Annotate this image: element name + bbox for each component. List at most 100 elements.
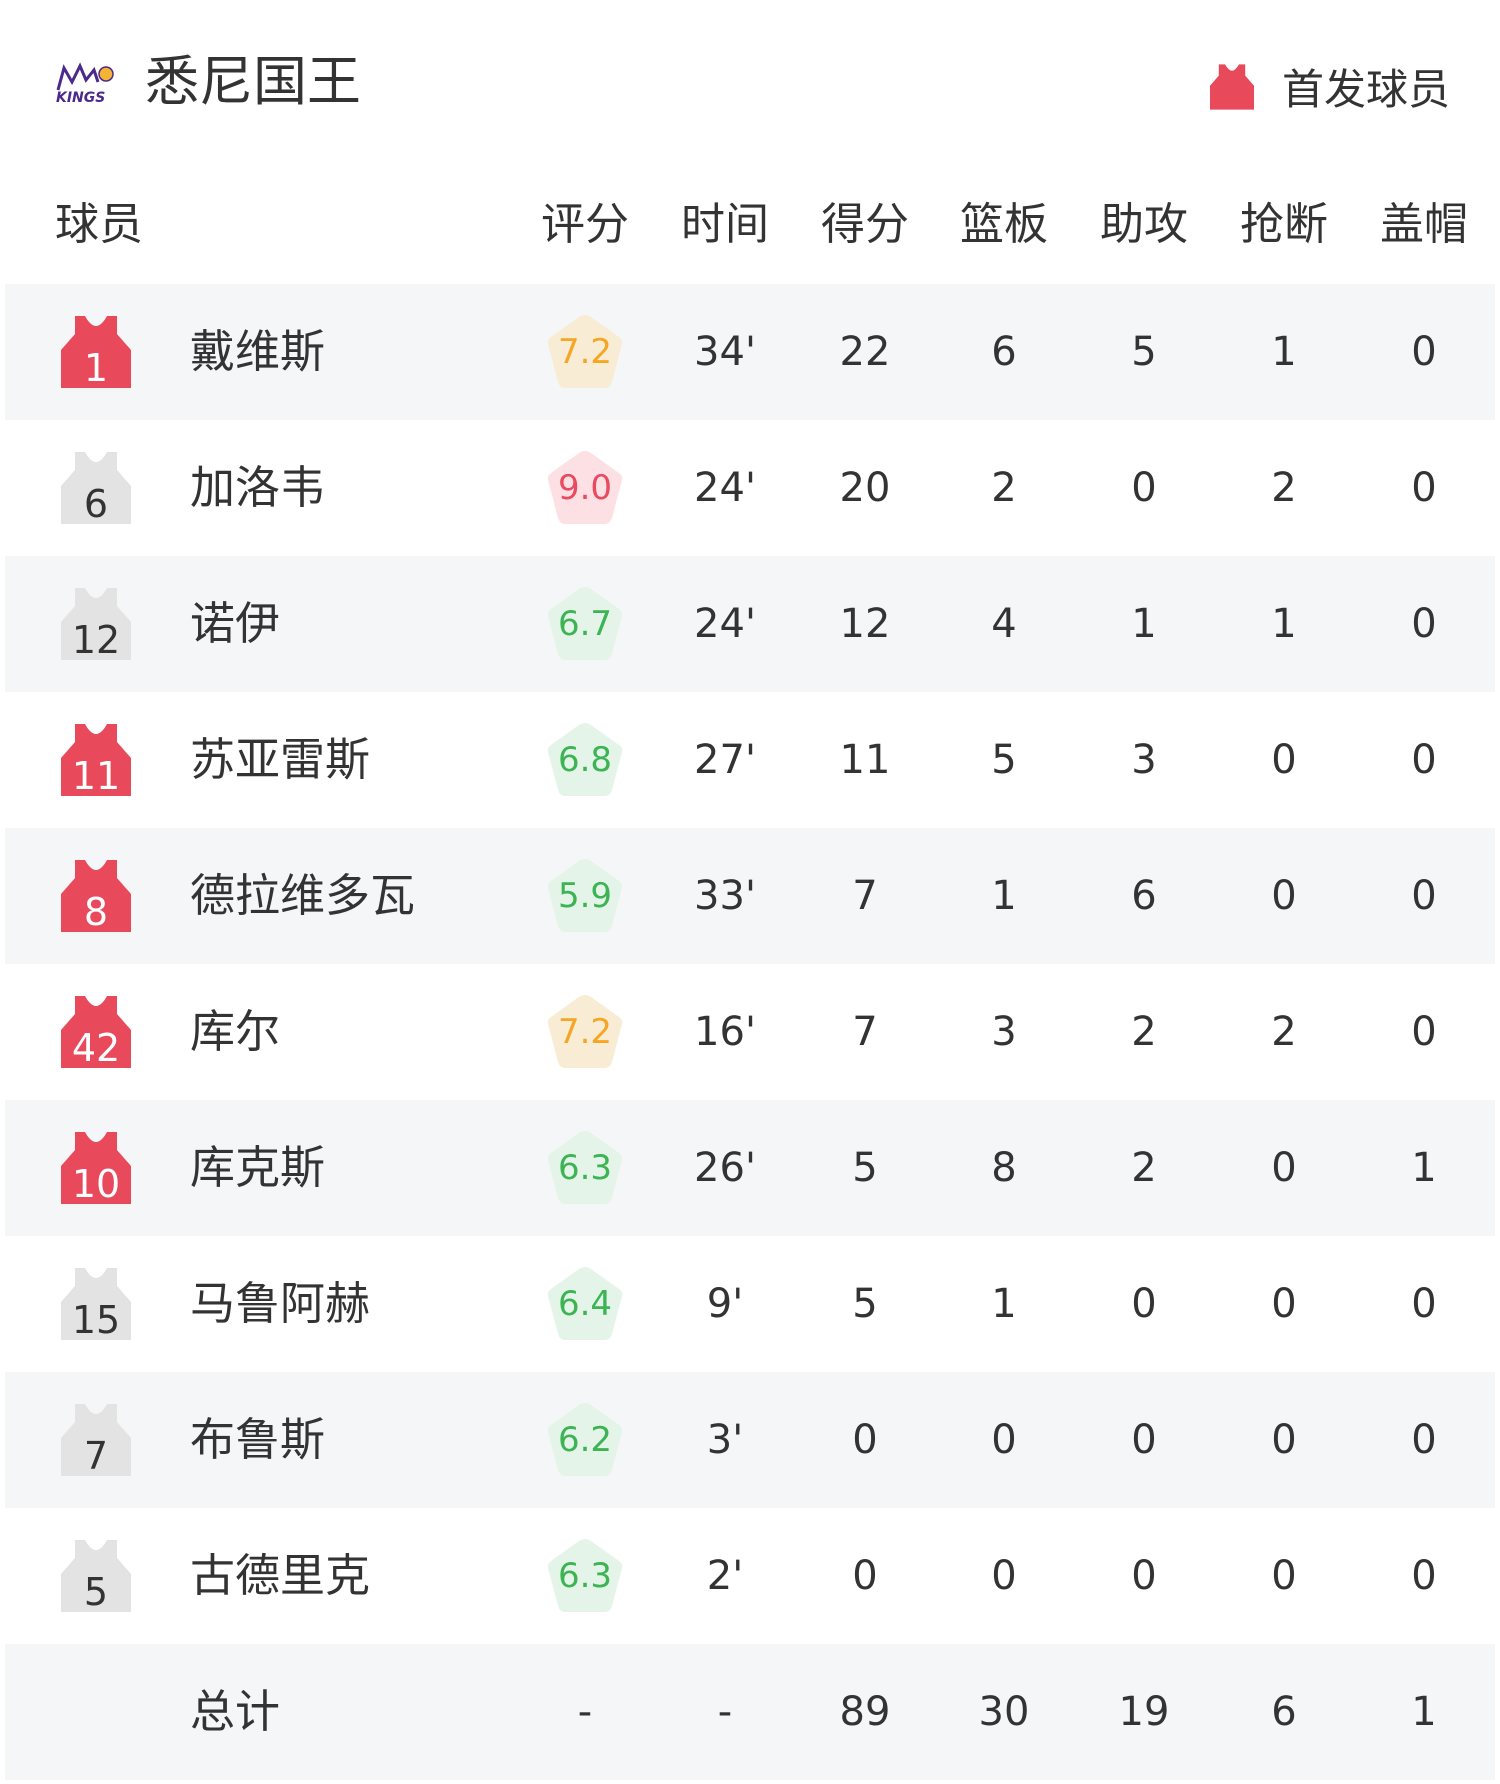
player-name[interactable]: 苏亚雷斯	[190, 733, 371, 786]
stat-ast: 0	[1131, 1281, 1157, 1327]
stat-stl: 0	[1271, 873, 1297, 919]
jersey-number: 11	[71, 754, 121, 798]
total-pts: 89	[839, 1689, 891, 1735]
jersey-icon: 12	[61, 586, 131, 662]
player-row[interactable]: 1 戴维斯 7.2 34' 22 6 5 1 0	[5, 284, 1495, 420]
col-steals[interactable]: 抢断	[1240, 199, 1328, 250]
col-rating[interactable]: 评分	[541, 199, 629, 250]
player-name[interactable]: 古德里克	[190, 1549, 371, 1602]
stat-pts: 20	[839, 465, 891, 511]
stat-min: 2'	[706, 1553, 744, 1599]
jersey-icon: 6	[61, 450, 131, 526]
stat-stl: 1	[1271, 329, 1297, 375]
jersey-number: 6	[83, 482, 109, 526]
stat-stl: 0	[1271, 1417, 1297, 1463]
player-row[interactable]: 10 库克斯 6.3 26' 5 8 2 0 1	[5, 1100, 1495, 1236]
player-row[interactable]: 11 苏亚雷斯 6.8 27' 11 5 3 0 0	[5, 692, 1495, 828]
player-name[interactable]: 加洛韦	[190, 461, 326, 514]
rating-badge: 6.3	[545, 1128, 625, 1208]
col-assists[interactable]: 助攻	[1100, 199, 1188, 250]
stat-reb: 3	[991, 1009, 1017, 1055]
stat-pts: 12	[839, 601, 891, 647]
total-reb: 30	[978, 1689, 1030, 1735]
total-label: 总计	[190, 1685, 281, 1738]
svg-text:KINGS: KINGS	[56, 90, 105, 106]
rating-badge: 7.2	[545, 992, 625, 1072]
stat-reb: 1	[991, 1281, 1017, 1327]
stat-pts: 5	[852, 1281, 878, 1327]
col-blocks[interactable]: 盖帽	[1380, 199, 1468, 250]
stat-stl: 1	[1271, 601, 1297, 647]
stat-reb: 0	[991, 1553, 1017, 1599]
jersey-number: 10	[71, 1162, 121, 1206]
jersey-icon: 11	[61, 722, 131, 798]
total-min: -	[717, 1689, 733, 1735]
stat-min: 24'	[694, 601, 756, 647]
total-row: 总计 - - 89 30 19 6 1	[5, 1644, 1495, 1780]
player-name[interactable]: 德拉维多瓦	[190, 869, 416, 922]
player-name[interactable]: 库尔	[190, 1005, 281, 1058]
jersey-number: 42	[71, 1026, 121, 1070]
stat-min: 34'	[694, 329, 756, 375]
stat-ast: 3	[1131, 737, 1157, 783]
stat-min: 26'	[694, 1145, 756, 1191]
col-points[interactable]: 得分	[821, 199, 909, 250]
stat-pts: 0	[852, 1417, 878, 1463]
total-stl: 6	[1271, 1689, 1297, 1735]
rating-badge: 6.8	[545, 720, 625, 800]
player-row[interactable]: 7 布鲁斯 6.2 3' 0 0 0 0 0	[5, 1372, 1495, 1508]
team-logo: KINGS	[56, 62, 114, 106]
rating-value: 7.2	[557, 332, 613, 372]
stat-ast: 0	[1131, 465, 1157, 511]
stat-pts: 11	[839, 737, 891, 783]
player-name[interactable]: 布鲁斯	[190, 1413, 326, 1466]
player-row[interactable]: 6 加洛韦 9.0 24' 20 2 0 2 0	[5, 420, 1495, 556]
jersey-icon	[1209, 63, 1254, 110]
stat-reb: 2	[991, 465, 1017, 511]
rating-badge: 6.3	[545, 1536, 625, 1616]
player-name[interactable]: 戴维斯	[190, 325, 326, 378]
col-minutes[interactable]: 时间	[681, 199, 769, 250]
rating-badge: 6.2	[545, 1400, 625, 1480]
stat-ast: 2	[1131, 1009, 1157, 1055]
stat-stl: 2	[1271, 1009, 1297, 1055]
player-row[interactable]: 15 马鲁阿赫 6.4 9' 5 1 0 0 0	[5, 1236, 1495, 1372]
player-row[interactable]: 42 库尔 7.2 16' 7 3 2 2 0	[5, 964, 1495, 1100]
jersey-number: 12	[71, 618, 121, 662]
stat-reb: 4	[991, 601, 1017, 647]
rating-value: 6.8	[557, 740, 613, 780]
player-name[interactable]: 库克斯	[190, 1141, 326, 1194]
player-row[interactable]: 12 诺伊 6.7 24' 12 4 1 1 0	[5, 556, 1495, 692]
stat-blk: 0	[1411, 1281, 1437, 1327]
stat-ast: 0	[1131, 1417, 1157, 1463]
stat-blk: 0	[1411, 465, 1437, 511]
stat-pts: 5	[852, 1145, 878, 1191]
player-name[interactable]: 马鲁阿赫	[190, 1277, 371, 1330]
jersey-number: 5	[83, 1570, 109, 1614]
stat-pts: 0	[852, 1553, 878, 1599]
player-row[interactable]: 5 古德里克 6.3 2' 0 0 0 0 0	[5, 1508, 1495, 1644]
stat-blk: 0	[1411, 1553, 1437, 1599]
jersey-icon: 42	[61, 994, 131, 1070]
stat-min: 24'	[694, 465, 756, 511]
rating-value: 5.9	[557, 876, 613, 916]
rating-value: 6.4	[557, 1284, 613, 1324]
jersey-number: 15	[71, 1298, 121, 1342]
player-table: 1 戴维斯 7.2 34' 22 6 5 1 0 6 加洛韦 9.0 24' 20 2 0 2 0 12 诺伊 6.7 2…	[5, 284, 1495, 1780]
stat-blk: 0	[1411, 1009, 1437, 1055]
stat-pts: 7	[852, 873, 878, 919]
stat-stl: 0	[1271, 1553, 1297, 1599]
jersey-number: 8	[83, 890, 109, 934]
col-rebounds[interactable]: 篮板	[960, 199, 1048, 250]
starter-legend: 首发球员	[1209, 56, 1450, 117]
player-row[interactable]: 8 德拉维多瓦 5.9 33' 7 1 6 0 0	[5, 828, 1495, 964]
rating-badge: 6.7	[545, 584, 625, 664]
jersey-number: 1	[83, 346, 109, 390]
stat-min: 33'	[694, 873, 756, 919]
stat-ast: 2	[1131, 1145, 1157, 1191]
rating-value: 6.7	[557, 604, 613, 644]
jersey-icon: 1	[61, 314, 131, 390]
rating-badge: 6.4	[545, 1264, 625, 1344]
rating-badge: 5.9	[545, 856, 625, 936]
player-name[interactable]: 诺伊	[190, 597, 281, 650]
